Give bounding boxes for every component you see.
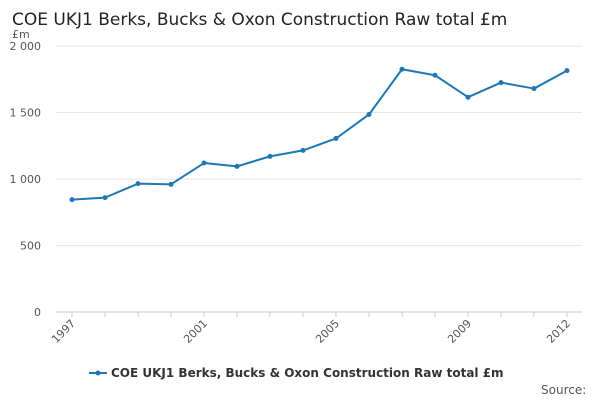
data-point[interactable] [201, 160, 207, 166]
data-point[interactable] [531, 86, 537, 92]
y-tick-label: 1 500 [10, 107, 42, 120]
data-point[interactable] [366, 111, 372, 117]
data-point[interactable] [399, 66, 405, 72]
x-axis-ticks: 1997 2001 2005 2009 2012 [49, 312, 573, 346]
y-axis-unit-label: £m [12, 28, 30, 41]
x-tick-label: 2012 [544, 317, 573, 346]
data-point[interactable] [102, 195, 108, 201]
x-tick-label: 2005 [313, 317, 342, 346]
data-point[interactable] [498, 80, 504, 86]
y-tick-label: 2 000 [10, 40, 42, 53]
data-point[interactable] [267, 153, 273, 159]
data-point[interactable] [300, 147, 306, 153]
data-point[interactable] [234, 163, 240, 169]
data-point[interactable] [69, 197, 75, 203]
data-point[interactable] [564, 68, 570, 74]
legend-label: COE UKJ1 Berks, Bucks & Oxon Constructio… [111, 366, 504, 380]
y-tick-label: 500 [20, 240, 41, 253]
series-line [71, 68, 568, 201]
data-point[interactable] [135, 181, 141, 187]
chart-title: COE UKJ1 Berks, Bucks & Oxon Constructio… [12, 10, 507, 30]
x-tick-label: 2009 [445, 317, 474, 346]
series-layer [69, 66, 570, 203]
data-point[interactable] [465, 94, 471, 100]
data-point[interactable] [168, 181, 174, 187]
y-tick-label: 1 000 [10, 173, 42, 186]
x-tick-label: 1997 [49, 317, 78, 346]
data-point[interactable] [432, 72, 438, 78]
source-label: Source: [541, 383, 586, 397]
x-tick-label: 2001 [181, 317, 210, 346]
y-axis-ticks: 0 500 1 000 1 500 2 000 [10, 40, 42, 319]
gridlines [56, 45, 582, 246]
legend-marker [95, 370, 101, 376]
legend[interactable]: COE UKJ1 Berks, Bucks & Oxon Constructio… [89, 366, 504, 380]
data-point[interactable] [333, 135, 339, 141]
y-tick-label: 0 [34, 306, 41, 319]
